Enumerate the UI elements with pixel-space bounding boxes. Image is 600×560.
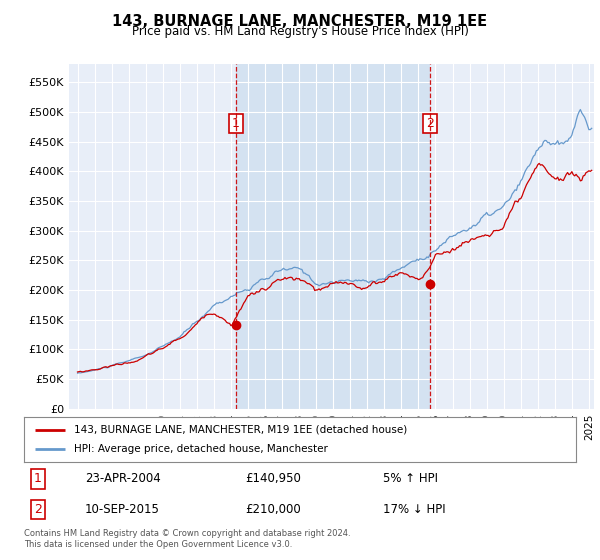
Text: 2: 2 xyxy=(426,117,434,130)
Text: 17% ↓ HPI: 17% ↓ HPI xyxy=(383,503,445,516)
Text: 2: 2 xyxy=(34,503,42,516)
Text: 143, BURNAGE LANE, MANCHESTER, M19 1EE (detached house): 143, BURNAGE LANE, MANCHESTER, M19 1EE (… xyxy=(74,424,407,435)
Text: 1: 1 xyxy=(232,117,240,130)
Text: £140,950: £140,950 xyxy=(245,473,301,486)
Text: 143, BURNAGE LANE, MANCHESTER, M19 1EE: 143, BURNAGE LANE, MANCHESTER, M19 1EE xyxy=(112,14,488,29)
Text: HPI: Average price, detached house, Manchester: HPI: Average price, detached house, Manc… xyxy=(74,445,328,455)
Text: 10-SEP-2015: 10-SEP-2015 xyxy=(85,503,160,516)
Text: £210,000: £210,000 xyxy=(245,503,301,516)
Text: 5% ↑ HPI: 5% ↑ HPI xyxy=(383,473,438,486)
Text: 23-APR-2004: 23-APR-2004 xyxy=(85,473,160,486)
Bar xyxy=(236,64,430,409)
Text: Price paid vs. HM Land Registry's House Price Index (HPI): Price paid vs. HM Land Registry's House … xyxy=(131,25,469,38)
Text: 1: 1 xyxy=(34,473,42,486)
Text: Contains HM Land Registry data © Crown copyright and database right 2024.
This d: Contains HM Land Registry data © Crown c… xyxy=(24,529,350,549)
